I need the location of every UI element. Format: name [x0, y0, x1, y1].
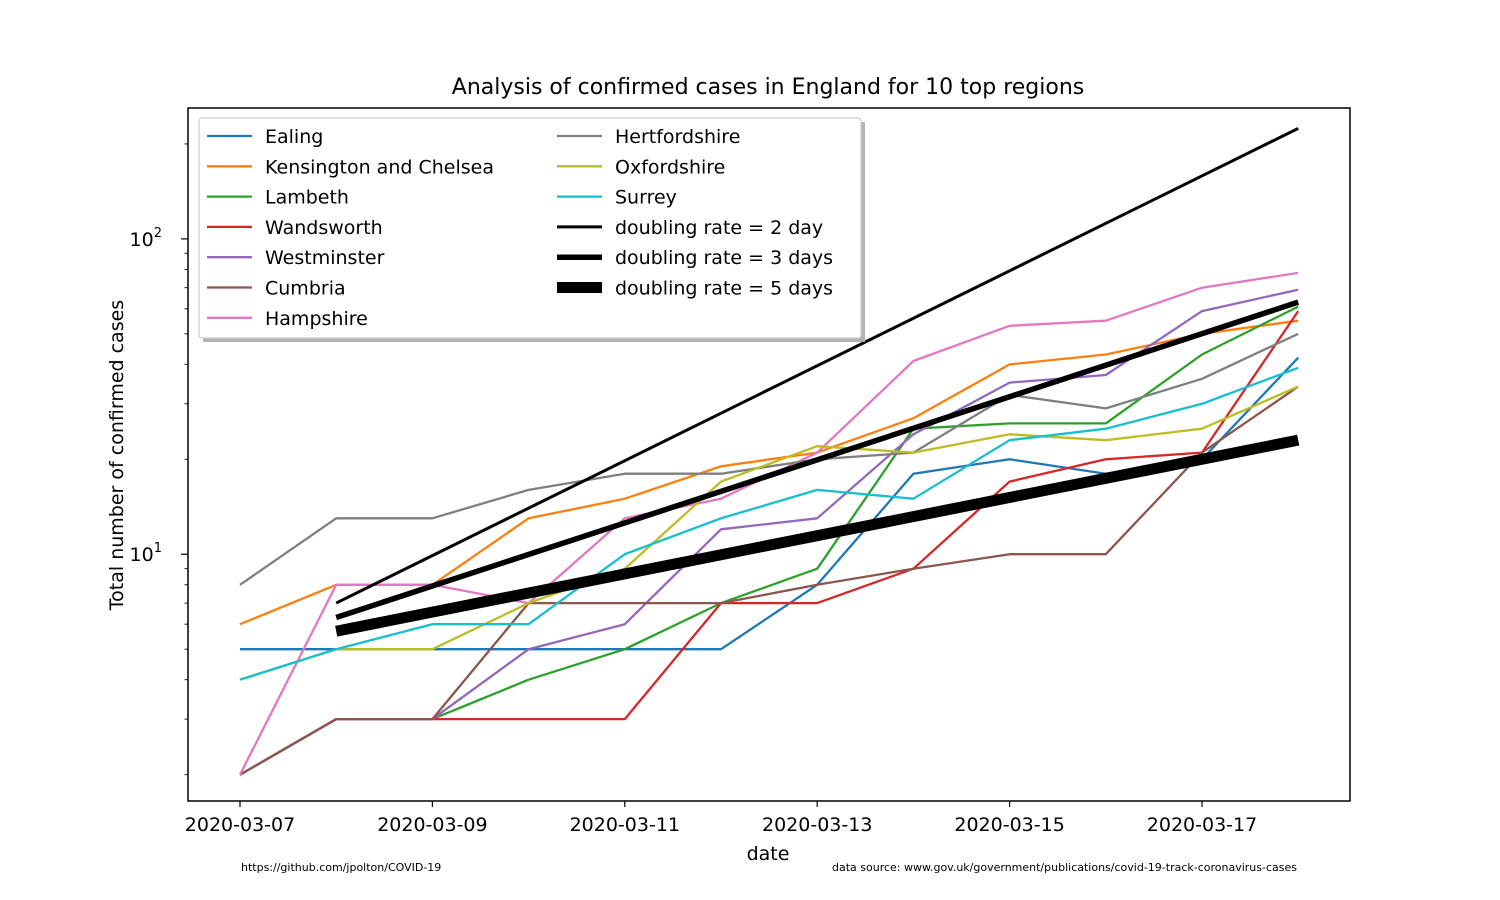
series-line-cumbria [239, 385, 1299, 776]
x-tick-label: 2020-03-15 [954, 814, 1064, 836]
series-line-hertfordshire [239, 332, 1299, 586]
legend-label-ealing: Ealing [265, 126, 323, 148]
plot-series-group [238, 127, 1300, 776]
legend-entries: Ealing Kensington and Chelsea Lambeth Wands… [207, 126, 833, 330]
legend: Ealing Kensington and Chelsea Lambeth Wands… [198, 117, 865, 342]
legend-box [198, 117, 862, 339]
x-axis-label: date [747, 843, 790, 865]
legend-label-doubling-rate-2-day: doubling rate = 2 day [615, 217, 823, 239]
legend-label-westminster: Westminster [265, 247, 385, 269]
legend-label-doubling-rate-3-days: doubling rate = 3 days [615, 247, 833, 269]
chart-title: Analysis of confirmed cases in England f… [452, 75, 1084, 100]
x-axis: 2020-03-07 2020-03-09 2020-03-11 2020-03-13… [185, 801, 1257, 836]
plot-area-frame [187, 107, 1351, 802]
legend-label-doubling-rate-5-days: doubling rate = 5 days [615, 278, 833, 300]
x-tick-label: 2020-03-17 [1147, 814, 1257, 836]
reference-line-doubling-rate-2-day [335, 127, 1299, 605]
x-tick-label: 2020-03-11 [570, 814, 680, 836]
x-tick-label: 2020-03-13 [762, 814, 872, 836]
legend-label-oxfordshire: Oxfordshire [615, 156, 725, 178]
legend-label-cumbria: Cumbria [265, 278, 346, 300]
y-axis-label: Total number of confirmed cases [106, 300, 128, 611]
series-line-westminster [239, 288, 1299, 776]
y-tick-label: 101 [130, 541, 162, 566]
series-line-surrey [239, 366, 1299, 681]
legend-label-kensington-and-chelsea: Kensington and Chelsea [265, 156, 494, 178]
reference-line-doubling-rate-3-days [335, 299, 1300, 621]
y-tick-label: 102 [130, 226, 162, 251]
legend-label-wandsworth: Wandsworth [265, 217, 383, 239]
legend-label-lambeth: Lambeth [265, 187, 349, 209]
footnote-left: https://github.com/jpolton/COVID-19 [241, 861, 441, 874]
series-line-oxfordshire [239, 385, 1299, 681]
legend-label-hampshire: Hampshire [265, 308, 368, 330]
reference-line-doubling-rate-5-days [335, 434, 1300, 637]
x-tick-label: 2020-03-07 [185, 814, 295, 836]
footnote-right: data source: www.gov.uk/government/publi… [832, 861, 1297, 874]
legend-label-hertfordshire: Hertfordshire [615, 126, 740, 148]
y-axis: 101 102 [130, 143, 188, 776]
legend-label-surrey: Surrey [615, 187, 677, 209]
x-tick-label: 2020-03-09 [377, 814, 487, 836]
